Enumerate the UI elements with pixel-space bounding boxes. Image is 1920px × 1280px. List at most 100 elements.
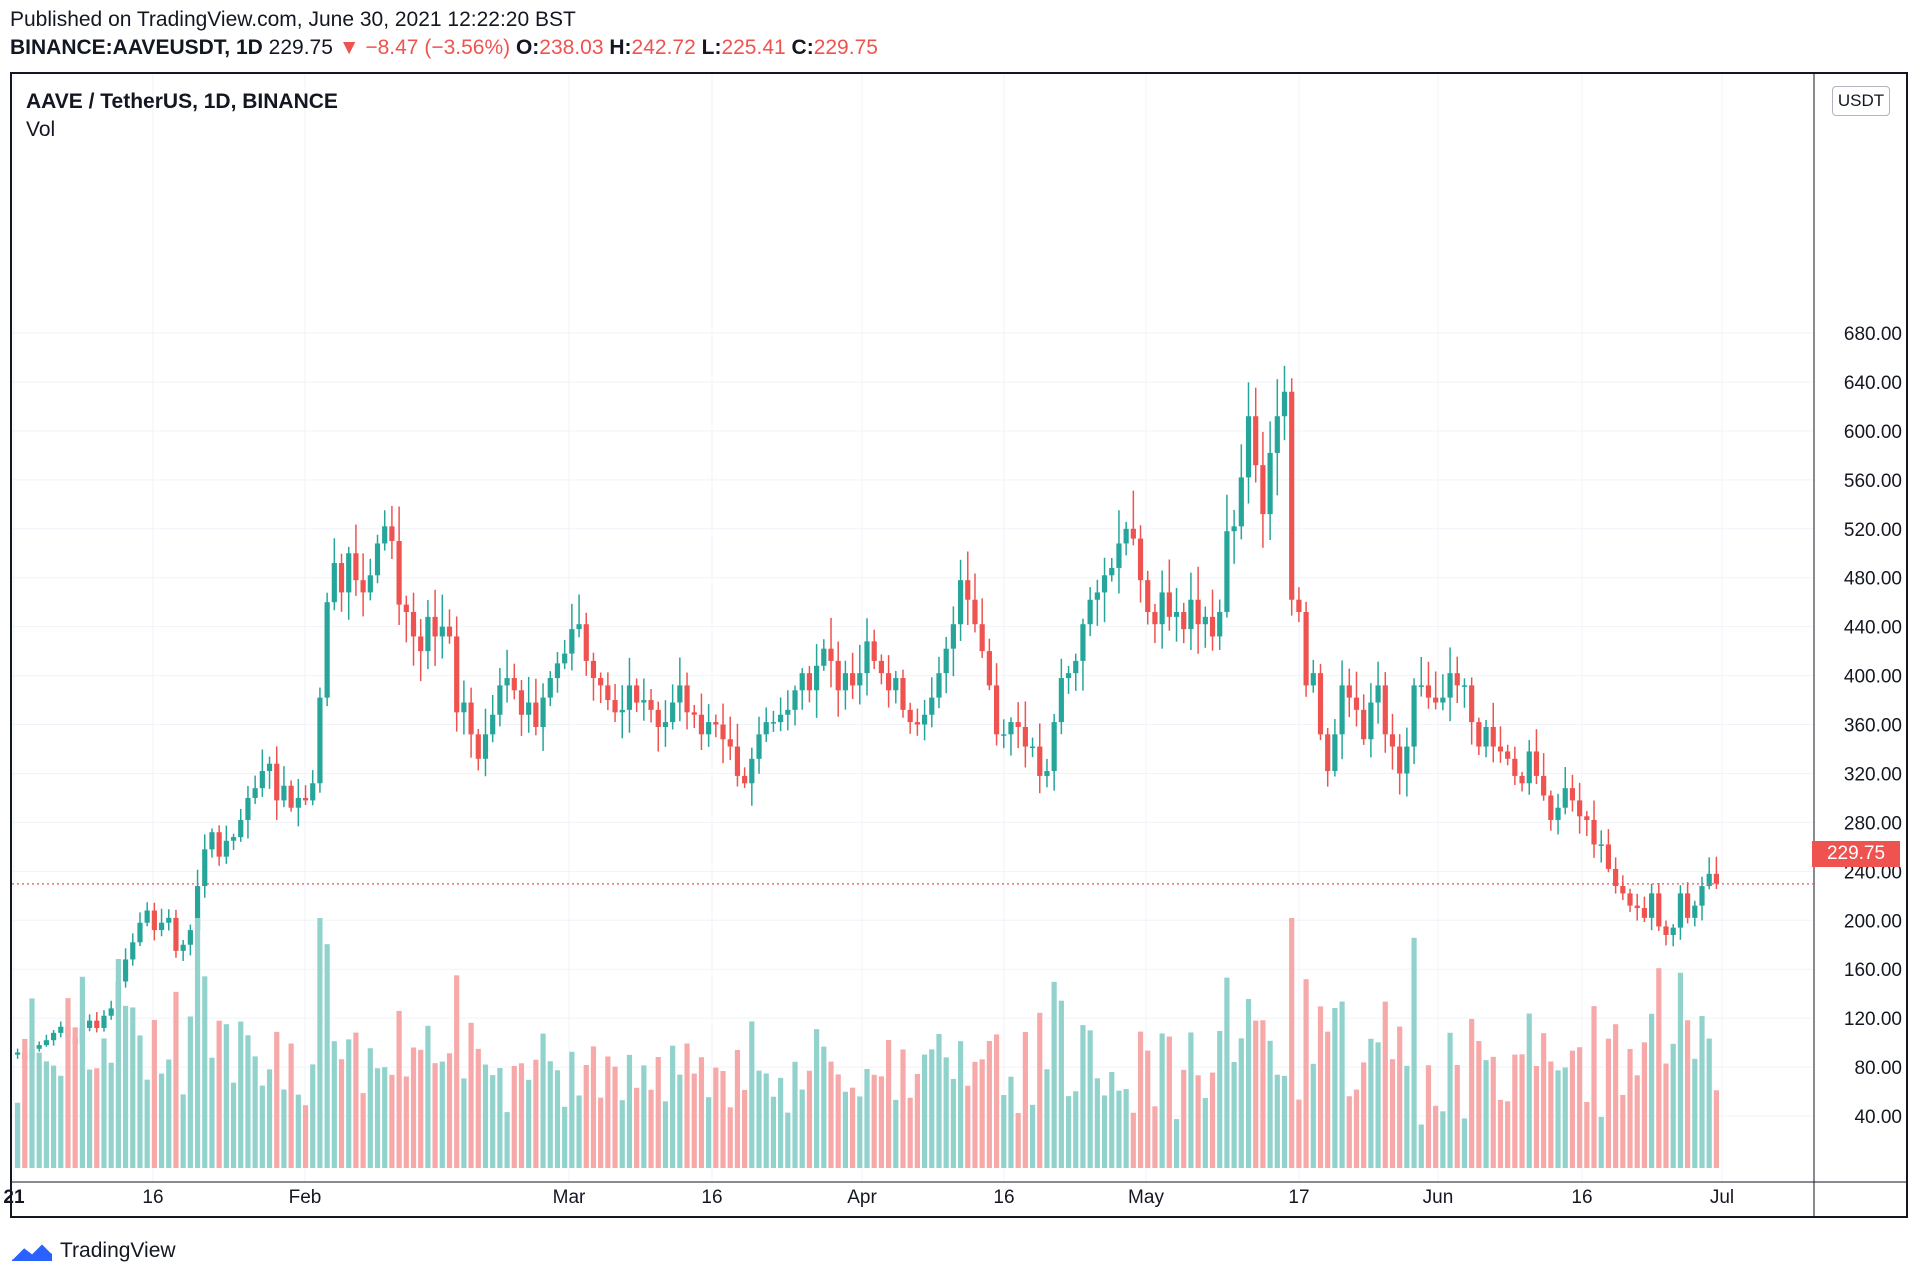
- volume-bar: [943, 1057, 949, 1168]
- candle-up: [317, 697, 323, 784]
- candle-up: [1188, 599, 1194, 630]
- x-tick-label: Mar: [553, 1187, 586, 1208]
- volume-bar: [187, 1016, 193, 1168]
- volume-bar: [1238, 1038, 1244, 1168]
- volume-bar: [1605, 1038, 1612, 1168]
- volume-bar: [238, 1021, 244, 1168]
- last-value: 229.75: [268, 36, 333, 59]
- candle-down: [979, 624, 985, 652]
- volume-bar: [1483, 1060, 1489, 1168]
- candle-down: [1361, 709, 1367, 740]
- candle-up: [1649, 893, 1655, 918]
- volume-label: Vol: [26, 118, 56, 141]
- volume-bar: [274, 1031, 280, 1168]
- candle-down: [274, 763, 280, 801]
- x-tick-label: 16: [1571, 1187, 1592, 1208]
- candle-down: [806, 673, 813, 691]
- candle-up: [1094, 592, 1100, 600]
- tradingview-logo[interactable]: TradingView: [10, 1236, 176, 1266]
- volume-bar: [1613, 1024, 1619, 1168]
- candle-up: [43, 1040, 49, 1046]
- y-tick-label: 200.00: [1844, 911, 1902, 932]
- candle-up: [1087, 599, 1093, 625]
- volume-bar: [1001, 1095, 1007, 1168]
- volume-bar: [778, 1077, 784, 1168]
- volume-bar: [749, 1021, 755, 1168]
- volume-bar: [1670, 1043, 1676, 1168]
- volume-bar: [1325, 1031, 1331, 1168]
- candle-up: [1447, 673, 1453, 698]
- candle-up: [1224, 531, 1230, 612]
- volume-bar: [1555, 1070, 1561, 1168]
- volume-bar: [993, 1034, 1000, 1168]
- volume-bar: [1245, 999, 1252, 1168]
- candle-down: [1641, 908, 1648, 918]
- candle-up: [266, 763, 273, 772]
- volume-bar: [108, 1062, 114, 1168]
- low-value: 225.41: [721, 36, 786, 59]
- candle-up: [1368, 702, 1374, 740]
- candle-down: [1476, 722, 1482, 747]
- volume-bar: [1058, 1000, 1064, 1168]
- volume-bar: [734, 1049, 741, 1168]
- candle-up: [626, 685, 633, 710]
- candle-down: [835, 660, 841, 691]
- volume-bar: [72, 1027, 78, 1168]
- volume-bar: [1649, 1013, 1655, 1168]
- candle-down: [598, 678, 604, 686]
- candle-down: [691, 712, 697, 715]
- currency-button[interactable]: USDT: [1832, 86, 1890, 116]
- volume-bar: [1037, 1012, 1043, 1168]
- volume-bar: [245, 1035, 251, 1168]
- volume-bar: [569, 1051, 575, 1168]
- candle-up: [921, 714, 928, 725]
- volume-bar: [626, 1054, 633, 1168]
- candle-down: [1260, 465, 1266, 515]
- candle-down: [302, 797, 309, 801]
- volume-bar: [1044, 1069, 1050, 1168]
- volume-bar: [1137, 1031, 1144, 1168]
- candle-down: [173, 917, 179, 951]
- volume-bar: [1584, 1101, 1590, 1168]
- volume-bar: [374, 1068, 381, 1168]
- volume-bar: [1569, 1050, 1576, 1168]
- volume-bar: [850, 1087, 856, 1168]
- candle-down: [389, 526, 395, 542]
- volume-bar: [1181, 1069, 1187, 1168]
- candle-down: [1433, 697, 1439, 703]
- candle-down: [468, 702, 474, 735]
- candle-down: [734, 746, 741, 776]
- candle-down: [1209, 616, 1216, 637]
- candle-down: [432, 616, 438, 637]
- candle-down: [1469, 685, 1475, 723]
- volume-bar: [331, 1041, 337, 1168]
- candle-up: [1159, 592, 1165, 625]
- volume-bar: [43, 1061, 49, 1168]
- last-price-badge: 229.75: [1812, 841, 1900, 867]
- candle-down: [720, 724, 726, 740]
- candle-down: [907, 709, 913, 723]
- candle-down: [684, 685, 690, 713]
- volume-bar: [1339, 1001, 1345, 1168]
- candle-up: [497, 685, 503, 715]
- volume-bar: [1663, 1063, 1669, 1168]
- candle-down: [1296, 599, 1302, 612]
- volume-bar: [58, 1075, 64, 1168]
- volume-bar: [763, 1073, 769, 1168]
- volume-bar: [295, 1094, 301, 1168]
- volume-bar: [396, 1010, 402, 1168]
- candle-up: [504, 678, 510, 686]
- candle-down: [151, 910, 157, 931]
- candle-up: [482, 734, 489, 759]
- change-value: ▼ −8.47 (−3.56%): [338, 36, 511, 59]
- candle-up: [1440, 697, 1446, 703]
- candle-down: [965, 580, 971, 600]
- candle-up: [187, 930, 193, 945]
- x-tick-label: 16: [142, 1187, 163, 1208]
- candle-down: [1663, 926, 1669, 935]
- candle-up: [1101, 575, 1108, 593]
- candle-down: [634, 685, 640, 703]
- candle-down: [1548, 795, 1554, 820]
- candle-up: [202, 849, 208, 887]
